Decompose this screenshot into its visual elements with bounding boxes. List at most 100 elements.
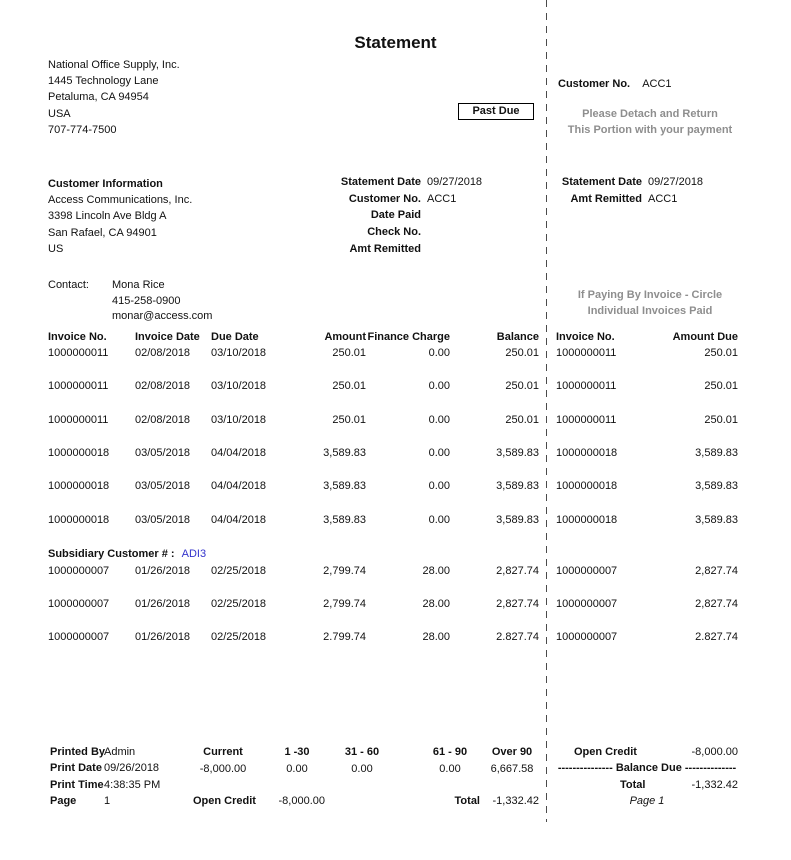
stub-cell-invoice-no: 1000000011 xyxy=(556,414,617,426)
cell-invoice-no: 1000000007 xyxy=(48,565,110,577)
company-address2: Petaluma, CA 94954 xyxy=(48,91,149,104)
print-time-label: Print Time xyxy=(50,779,104,791)
stub-statement-date-value: 09/27/2018 xyxy=(648,176,704,188)
stub-table-row: 1000000011 250.01 xyxy=(556,414,738,428)
page-number-row: Page 1 xyxy=(50,795,200,809)
cell-invoice-date: 01/26/2018 xyxy=(135,565,191,577)
print-time-row: Print Time 4:38:35 PM xyxy=(50,779,200,793)
cell-finance-charge: 0.00 xyxy=(428,347,450,359)
aging-column-current: Current -8,000.00 xyxy=(178,746,268,775)
cell-due-date: 02/25/2018 xyxy=(211,565,267,577)
stub-cell-amount-due: 250.01 xyxy=(704,414,738,426)
stub-statement-date-label: Statement Date xyxy=(561,176,642,188)
stub-cell-amount-due: 250.01 xyxy=(704,347,738,359)
print-date-row: Print Date 09/26/2018 xyxy=(50,762,200,776)
cell-invoice-date: 02/08/2018 xyxy=(135,347,191,359)
table-row: 1000000011 02/08/2018 03/10/2018 250.01 … xyxy=(48,414,539,428)
aging-label: 1 -30 xyxy=(284,746,310,758)
contact-name: Mona Rice xyxy=(112,279,165,291)
stub-amt-remitted-row: Amt Remitted ACC1 xyxy=(557,193,703,210)
aging-column-1-30: 1 -30 0.00 xyxy=(252,746,342,775)
stub-amt-remitted-label: Amt Remitted xyxy=(570,193,642,205)
cell-invoice-no: 1000000018 xyxy=(48,447,110,459)
aging-value: 0.00 xyxy=(439,763,461,775)
stub-cell-amount-due: 3,589.83 xyxy=(695,447,738,459)
cell-amount: 2.799.74 xyxy=(323,631,366,643)
check-no-label: Check No. xyxy=(367,226,421,239)
customer-info-heading: Customer Information xyxy=(48,178,163,190)
cell-finance-charge: 0.00 xyxy=(428,514,450,526)
aging-label: 31 - 60 xyxy=(344,746,380,758)
contact-block: Contact: Mona Rice 415-258-0900 monar@acc… xyxy=(48,278,212,325)
cell-due-date: 03/10/2018 xyxy=(211,380,267,392)
customer-info-block: Customer Information Access Communicatio… xyxy=(48,176,192,257)
stub-detach-note-line1: Please Detach and Return xyxy=(582,108,718,120)
stub-page-label: Page 1 xyxy=(629,795,665,807)
stub-open-credit-value: -8,000.00 xyxy=(691,746,738,758)
cell-invoice-date: 01/26/2018 xyxy=(135,631,191,643)
cell-invoice-date: 02/08/2018 xyxy=(135,380,191,392)
stub-customer-no-label: Customer No. xyxy=(558,78,631,90)
contact-email: monar@access.com xyxy=(112,310,213,322)
company-address-block: National Office Supply, Inc. 1445 Techno… xyxy=(48,57,180,138)
open-credit-label: Open Credit xyxy=(193,795,256,807)
stub-cell-invoice-no: 1000000018 xyxy=(556,514,618,526)
customer-no-row: Customer No. ACC1 xyxy=(241,193,482,210)
stub-table-row: 1000000011 250.01 xyxy=(556,380,738,394)
table-row: 1000000018 03/05/2018 04/04/2018 3,589.8… xyxy=(48,514,539,528)
stub-fields-block: Statement Date 09/27/2018 Amt Remitted A… xyxy=(557,176,703,210)
stub-cell-amount-due: 3,589.83 xyxy=(695,480,738,492)
cell-finance-charge: 0.00 xyxy=(428,414,450,426)
stub-table-row: 1000000018 3,589.83 xyxy=(556,447,738,461)
header-finance-charge: Finance Charge xyxy=(367,331,450,343)
cell-due-date: 02/25/2018 xyxy=(211,631,267,643)
cell-invoice-date: 03/05/2018 xyxy=(135,447,191,459)
cell-amount: 2,799.74 xyxy=(323,598,366,610)
aging-label: Over 90 xyxy=(491,746,533,758)
cell-finance-charge: 0.00 xyxy=(428,480,450,492)
customer-address1: 3398 Lincoln Ave Bldg A xyxy=(48,210,167,223)
stub-cell-amount-due: 250.01 xyxy=(704,380,738,392)
print-date-label: Print Date xyxy=(50,762,102,774)
table-row: 1000000011 02/08/2018 03/10/2018 250.01 … xyxy=(48,347,539,361)
stub-total-value: -1,332.42 xyxy=(691,779,738,791)
header-due-date: Due Date xyxy=(211,331,259,343)
stub-cell-amount-due: 2,827.74 xyxy=(695,598,738,610)
cell-invoice-date: 01/26/2018 xyxy=(135,598,191,610)
cell-amount: 3,589.83 xyxy=(323,514,366,526)
customer-no-label: Customer No. xyxy=(348,192,421,205)
invoice-table-header: Invoice No. Invoice Date Due Date Amount… xyxy=(48,331,539,345)
cell-amount: 3,589.83 xyxy=(323,447,366,459)
statement-fields-block: Statement Date 09/27/2018 Customer No. A… xyxy=(241,176,482,259)
subsidiary-customer-link[interactable]: ADI3 xyxy=(181,548,207,560)
cell-invoice-date: 02/08/2018 xyxy=(135,414,191,426)
cell-amount: 2,799.74 xyxy=(323,565,366,577)
aging-column-31-60: 31 - 60 0.00 xyxy=(317,746,407,775)
cell-finance-charge: 28.00 xyxy=(422,598,450,610)
printed-by-label: Printed By xyxy=(50,746,106,758)
table-row: 1000000011 02/08/2018 03/10/2018 250.01 … xyxy=(48,380,539,394)
cell-amount: 250.01 xyxy=(332,414,366,426)
stub-table-row: 1000000018 3,589.83 xyxy=(556,514,738,528)
stub-cell-invoice-no: 1000000011 xyxy=(556,347,617,359)
printed-by-row: Printed By Admin xyxy=(50,746,200,760)
stub-cell-amount-due: 2.827.74 xyxy=(695,631,738,643)
print-date-value: 09/26/2018 xyxy=(104,762,160,774)
subsidiary-customer-label: Subsidiary Customer # : xyxy=(48,548,175,560)
company-address1: 1445 Technology Lane xyxy=(48,75,159,88)
statement-date-row: Statement Date 09/27/2018 xyxy=(241,176,482,193)
aging-value: -8,000.00 xyxy=(199,763,247,775)
header-amount: Amount xyxy=(324,331,366,343)
cell-invoice-no: 1000000007 xyxy=(48,631,110,643)
customer-name: Access Communications, Inc. xyxy=(48,194,193,207)
cell-balance: 2,827.74 xyxy=(496,565,539,577)
stub-customer-no-value: ACC1 xyxy=(642,78,672,90)
stub-cell-invoice-no: 1000000007 xyxy=(556,565,618,577)
cell-invoice-no: 1000000011 xyxy=(48,347,109,359)
stub-table-row: 1000000018 3,589.83 xyxy=(556,480,738,494)
company-name: National Office Supply, Inc. xyxy=(48,59,180,71)
aging-value: 6,667.58 xyxy=(490,763,534,775)
date-paid-label: Date Paid xyxy=(370,209,421,222)
statement-date-label: Statement Date xyxy=(340,176,421,188)
company-phone: 707-774-7500 xyxy=(48,123,117,136)
